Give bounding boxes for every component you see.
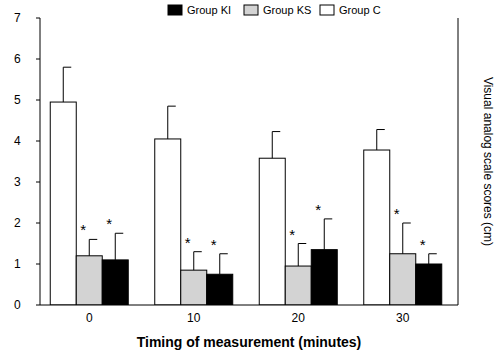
error-bar: [429, 254, 437, 264]
error-bar: [89, 239, 97, 255]
error-stem: [115, 233, 116, 260]
legend-swatch: [244, 5, 258, 15]
y-tick-label: 2: [14, 216, 21, 230]
significance: *: [315, 201, 321, 218]
legend-label: Group KI: [187, 4, 231, 16]
legend-label: Group C: [339, 4, 381, 16]
error-cap: [168, 106, 176, 107]
y-tick: [36, 59, 40, 60]
error-cap: [403, 223, 411, 224]
y-tick: [36, 100, 40, 101]
significance: *: [420, 236, 426, 253]
annotations: * * * * * * * *: [80, 201, 426, 253]
y-tick-label: 4: [14, 134, 21, 148]
error-cap: [220, 253, 228, 254]
significance: *: [80, 221, 86, 238]
error-cap: [89, 239, 97, 240]
error-bar: [115, 233, 123, 260]
error-cap: [272, 131, 280, 132]
bar: [416, 264, 442, 305]
bar: [390, 254, 416, 305]
plot-area: [50, 67, 442, 305]
error-cap: [63, 67, 71, 68]
error-stem: [428, 254, 429, 264]
y-tick-label: 3: [14, 175, 21, 189]
y-tick-label: 5: [14, 93, 21, 107]
error-stem: [63, 67, 64, 102]
x-tick-label: 20: [292, 311, 306, 325]
error-cap: [377, 129, 385, 130]
y-tick: [36, 182, 40, 183]
bar: [364, 150, 390, 305]
error-bar: [324, 219, 332, 250]
bar: [285, 266, 311, 305]
y-tick: [36, 18, 40, 19]
significance: *: [289, 226, 295, 243]
error-cap: [115, 233, 123, 234]
y-axis-right: [458, 18, 459, 305]
y-tick: [36, 223, 40, 224]
error-stem: [376, 130, 377, 151]
error-cap: [194, 251, 202, 252]
y-tick: [36, 141, 40, 142]
error-stem: [193, 252, 194, 270]
y-axis-label: Visual analog scale scores (cm): [481, 77, 495, 246]
y-tick: [36, 305, 40, 306]
bar: [155, 139, 181, 305]
error-bar: [220, 254, 228, 275]
error-bar: [298, 244, 306, 267]
error-stem: [167, 106, 168, 139]
legend-swatch: [168, 5, 182, 15]
significance: *: [394, 205, 400, 222]
error-cap: [298, 243, 306, 244]
x-axis-label: Timing of measurement (minutes): [137, 334, 362, 350]
legend-swatch: [320, 5, 334, 15]
bar: [76, 256, 102, 305]
error-cap: [324, 218, 332, 219]
x-axis: [40, 305, 458, 306]
y-tick: [36, 264, 40, 265]
bar: [102, 260, 128, 305]
error-cap: [429, 253, 437, 254]
error-stem: [89, 239, 90, 255]
error-stem: [219, 254, 220, 275]
bar: [311, 250, 337, 305]
y-tick-label: 1: [14, 257, 21, 271]
y-tick-label: 0: [14, 298, 21, 312]
y-tick-label: 6: [14, 52, 21, 66]
y-tick-label: 7: [14, 11, 21, 25]
error-bar: [194, 252, 202, 270]
error-bar: [272, 132, 280, 159]
bar: [207, 274, 233, 305]
error-stem: [272, 132, 273, 159]
significance: *: [106, 215, 112, 232]
legend-label: Group KS: [263, 4, 311, 16]
significance: *: [211, 236, 217, 253]
significance: *: [185, 234, 191, 251]
x-tick-label: 0: [86, 311, 93, 325]
error-bar: [377, 130, 385, 151]
x-tick-label: 10: [187, 311, 201, 325]
error-bar: [63, 67, 71, 102]
error-stem: [324, 219, 325, 250]
error-bar: [168, 106, 176, 139]
bar: [50, 102, 76, 305]
legend: Group KI Group KS Group C: [168, 4, 381, 16]
error-stem: [402, 223, 403, 254]
x-tick-label: 30: [396, 311, 410, 325]
bar: [259, 158, 285, 305]
error-bar: [403, 223, 411, 254]
error-stem: [298, 244, 299, 267]
bar: [181, 270, 207, 305]
y-axis: [40, 18, 41, 305]
